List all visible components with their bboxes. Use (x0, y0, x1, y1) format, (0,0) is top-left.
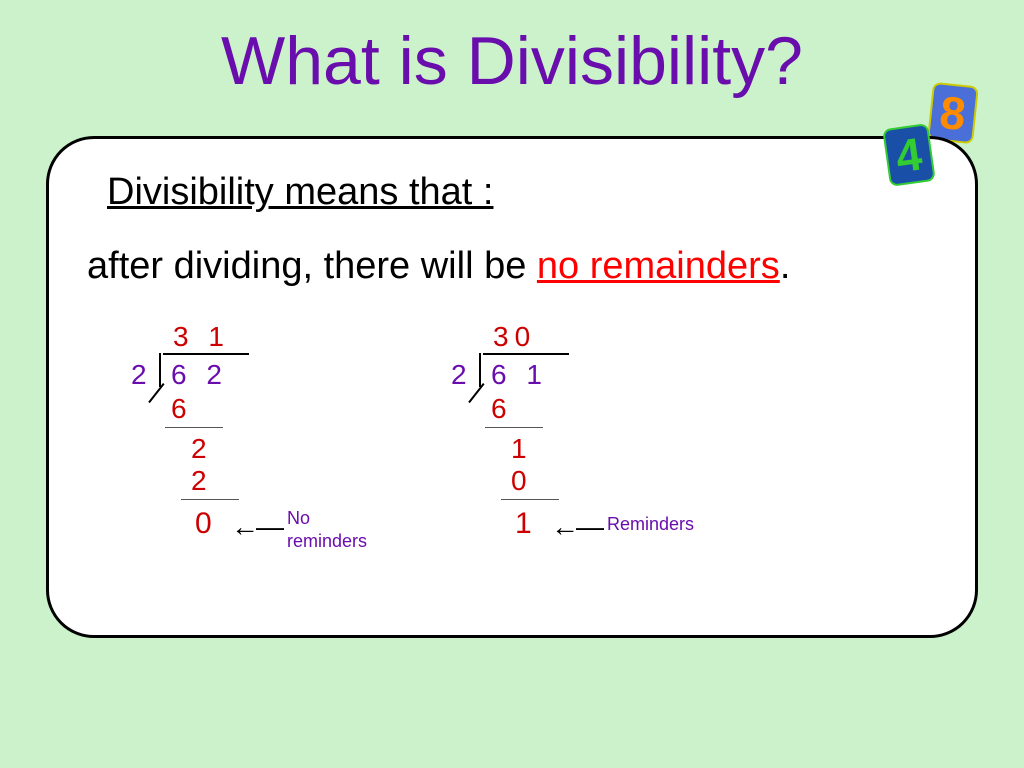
step-line2-2 (501, 499, 559, 500)
arrow-icon-1: ←— (231, 509, 281, 544)
sentence-suffix: . (780, 245, 791, 287)
step-line1-2 (485, 427, 543, 428)
dividend-1: 6 2 (171, 357, 228, 392)
content-card: Divisibility means that : after dividing… (46, 136, 978, 638)
step-sub1-2: 6 (491, 391, 507, 426)
division-bar-hook-1 (148, 383, 164, 403)
step-sub1-1: 6 (171, 391, 187, 426)
division-bar-side-2 (479, 353, 481, 387)
step-sub2-1: 2 (191, 463, 207, 498)
divisor-1: 2 (131, 357, 147, 392)
note-remainders: Reminders (607, 513, 694, 536)
sentence-prefix: after dividing, there will be (87, 245, 537, 287)
division-bar-side-1 (159, 353, 161, 387)
result-2: 1 (515, 505, 532, 543)
decor-number-8: 8 (927, 82, 978, 144)
step-bring-2: 1 (511, 431, 527, 466)
division-bar-top-2 (483, 353, 569, 355)
sentence-highlight: no remainders (537, 245, 780, 287)
division-bar-top-1 (163, 353, 249, 355)
definition-sentence: after dividing, there will be no remaind… (87, 245, 790, 288)
division-bar-hook-2 (468, 383, 484, 403)
step-sub2-2: 0 (511, 463, 527, 498)
divisor-2: 2 (451, 357, 467, 392)
quotient-1: 3 1 (173, 319, 230, 354)
step-bring-1: 2 (191, 431, 207, 466)
decor-number-4: 4 (883, 123, 936, 187)
step-line2-1 (181, 499, 239, 500)
quotient-2: 30 (493, 319, 536, 354)
dividend-2: 6 1 (491, 357, 548, 392)
result-1: 0 (195, 505, 212, 543)
definition-heading: Divisibility means that : (107, 171, 493, 214)
arrow-icon-2: ←— (551, 509, 601, 544)
step-line1-1 (165, 427, 223, 428)
note-no-remainders: No reminders (287, 507, 367, 552)
page-title: What is Divisibility? (0, 0, 1024, 100)
